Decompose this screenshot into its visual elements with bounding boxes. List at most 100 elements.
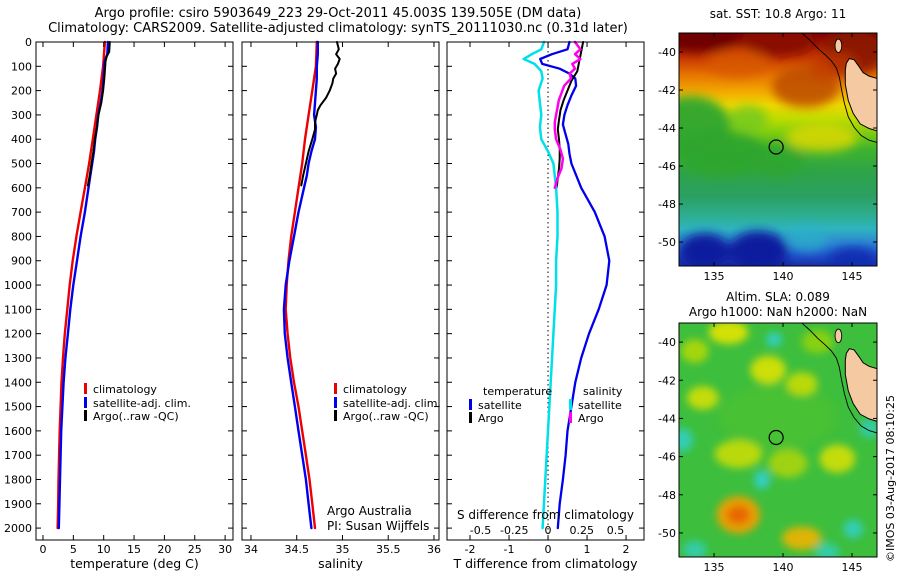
page-title: Argo profile: csiro 5903649_223 29-Oct-2… [0,6,676,36]
svg-text:2: 2 [623,543,630,556]
svg-text:-2: -2 [465,543,476,556]
legend-item: satellite-adj. clim. [84,396,191,411]
attribution-note: Argo Australia PI: Susan Wijffels [327,504,429,534]
svg-text:15: 15 [127,543,141,556]
svg-text:-44: -44 [658,412,676,425]
svg-text:1: 1 [584,543,591,556]
sla-map-title-line1: Altim. SLA: 0.089 [726,290,830,304]
svg-text:-50: -50 [658,236,676,249]
svg-text:-48: -48 [658,489,676,502]
legend-label: Argo(..raw -QC) [343,410,429,423]
legend-item: Argo(..raw -QC) [334,410,441,424]
svg-text:30: 30 [218,543,232,556]
svg-text:900: 900 [11,255,32,268]
svg-text:0: 0 [39,543,46,556]
svg-text:34: 34 [244,543,258,556]
temperature-axis-label: temperature (deg C) [70,556,199,571]
sla-map-title-line2: Argo h1000: NaN h2000: NaN [688,305,868,319]
legend-item: Argo [569,412,622,426]
climatology-swatch-icon [334,383,337,394]
svg-text:-0.5: -0.5 [470,524,491,537]
svg-text:1200: 1200 [4,328,32,341]
salinity-profile-chart: 34 34.5 35 35.5 36 [241,40,441,556]
satellite-adj-swatch-icon [334,396,337,408]
svg-text:-50: -50 [658,527,676,540]
legend-label: satellite-adj. clim. [93,396,191,410]
svg-text:2000: 2000 [4,522,32,535]
legend-item: satellite [569,398,622,413]
legend-label: climatology [93,383,157,396]
svg-text:135: 135 [704,270,725,283]
svg-text:300: 300 [11,109,32,122]
svg-text:-1: -1 [504,543,515,556]
svg-text:-0.25: -0.25 [500,524,528,537]
legend-item: Argo(..raw -QC) [84,410,191,424]
s-argo-swatch-icon [569,412,572,423]
legend-group-title: salinity [583,385,623,398]
svg-text:-40: -40 [658,46,676,59]
svg-text:-44: -44 [658,122,676,135]
svg-text:-46: -46 [658,451,676,464]
svg-text:1600: 1600 [4,425,32,438]
temperature-legend: climatology satellite-adj. clim. Argo(..… [84,383,191,424]
svg-text:-42: -42 [658,374,676,387]
attribution-line2: PI: Susan Wijffels [327,519,430,533]
svg-text:5: 5 [70,543,77,556]
svg-text:1000: 1000 [4,279,32,292]
attribution-line1: Argo Australia [327,504,412,518]
svg-text:1100: 1100 [4,303,32,316]
title-line1: Argo profile: csiro 5903649_223 29-Oct-2… [94,6,582,21]
svg-text:25: 25 [188,543,202,556]
svg-text:140: 140 [773,270,794,283]
svg-text:20: 20 [157,543,171,556]
legend-label: Argo(..raw -QC) [93,410,179,423]
svg-text:700: 700 [11,206,32,219]
legend-label: satellite [478,398,522,412]
svg-text:800: 800 [11,230,32,243]
t-argo-swatch-icon [469,412,472,423]
svg-text:1800: 1800 [4,473,32,486]
temperature-profile-chart: 0 5 10 15 20 25 300100200300400500600700800900… [4,36,234,556]
salinity-legend: climatology satellite-adj. clim. Argo(..… [334,383,441,424]
difference-temperature-legend: temperature satellite Argo [469,385,552,426]
svg-text:400: 400 [11,133,32,146]
svg-text:-48: -48 [658,198,676,211]
svg-text:0: 0 [545,524,552,537]
legend-item: satellite-adj. clim. [334,396,441,411]
svg-text:0.5: 0.5 [607,524,625,537]
svg-text:10: 10 [97,543,111,556]
s-satellite-swatch-icon [569,398,572,410]
legend-item: Argo [469,412,552,426]
svg-text:1500: 1500 [4,401,32,414]
svg-text:1700: 1700 [4,449,32,462]
legend-item: satellite [469,398,552,413]
svg-text:100: 100 [11,60,32,73]
salinity-axis-label: salinity [318,556,363,571]
t-satellite-swatch-icon [469,398,472,410]
sst-map-title: sat. SST: 10.8 Argo: 11 [709,7,847,21]
svg-text:36: 36 [427,543,441,556]
legend-label: Argo [578,412,604,425]
argo-swatch-icon [84,410,87,421]
legend-label: climatology [343,383,407,396]
s-difference-axis-label: S difference from climatology [457,508,634,522]
title-line2: Climatology: CARS2009. Satellite-adjuste… [48,21,628,36]
svg-text:1900: 1900 [4,498,32,511]
legend-label: Argo [478,412,504,425]
svg-text:0: 0 [25,36,32,49]
difference-chart: -2 -1 0 1 2 -0.5 -0.25 0 0.25 0.5 [446,40,645,556]
legend-label: satellite [578,398,622,412]
climatology-swatch-icon [84,383,87,394]
svg-text:1300: 1300 [4,352,32,365]
svg-text:35.5: 35.5 [376,543,401,556]
imos-copyright: ©IMOS 03-Aug-2017 08:10:25 [884,395,897,562]
svg-text:145: 145 [842,270,863,283]
svg-text:500: 500 [11,158,32,171]
legend-label: satellite-adj. clim. [343,396,441,410]
svg-text:1400: 1400 [4,376,32,389]
argo-swatch-icon [334,410,337,421]
svg-text:140: 140 [773,561,794,574]
svg-text:-42: -42 [658,84,676,97]
